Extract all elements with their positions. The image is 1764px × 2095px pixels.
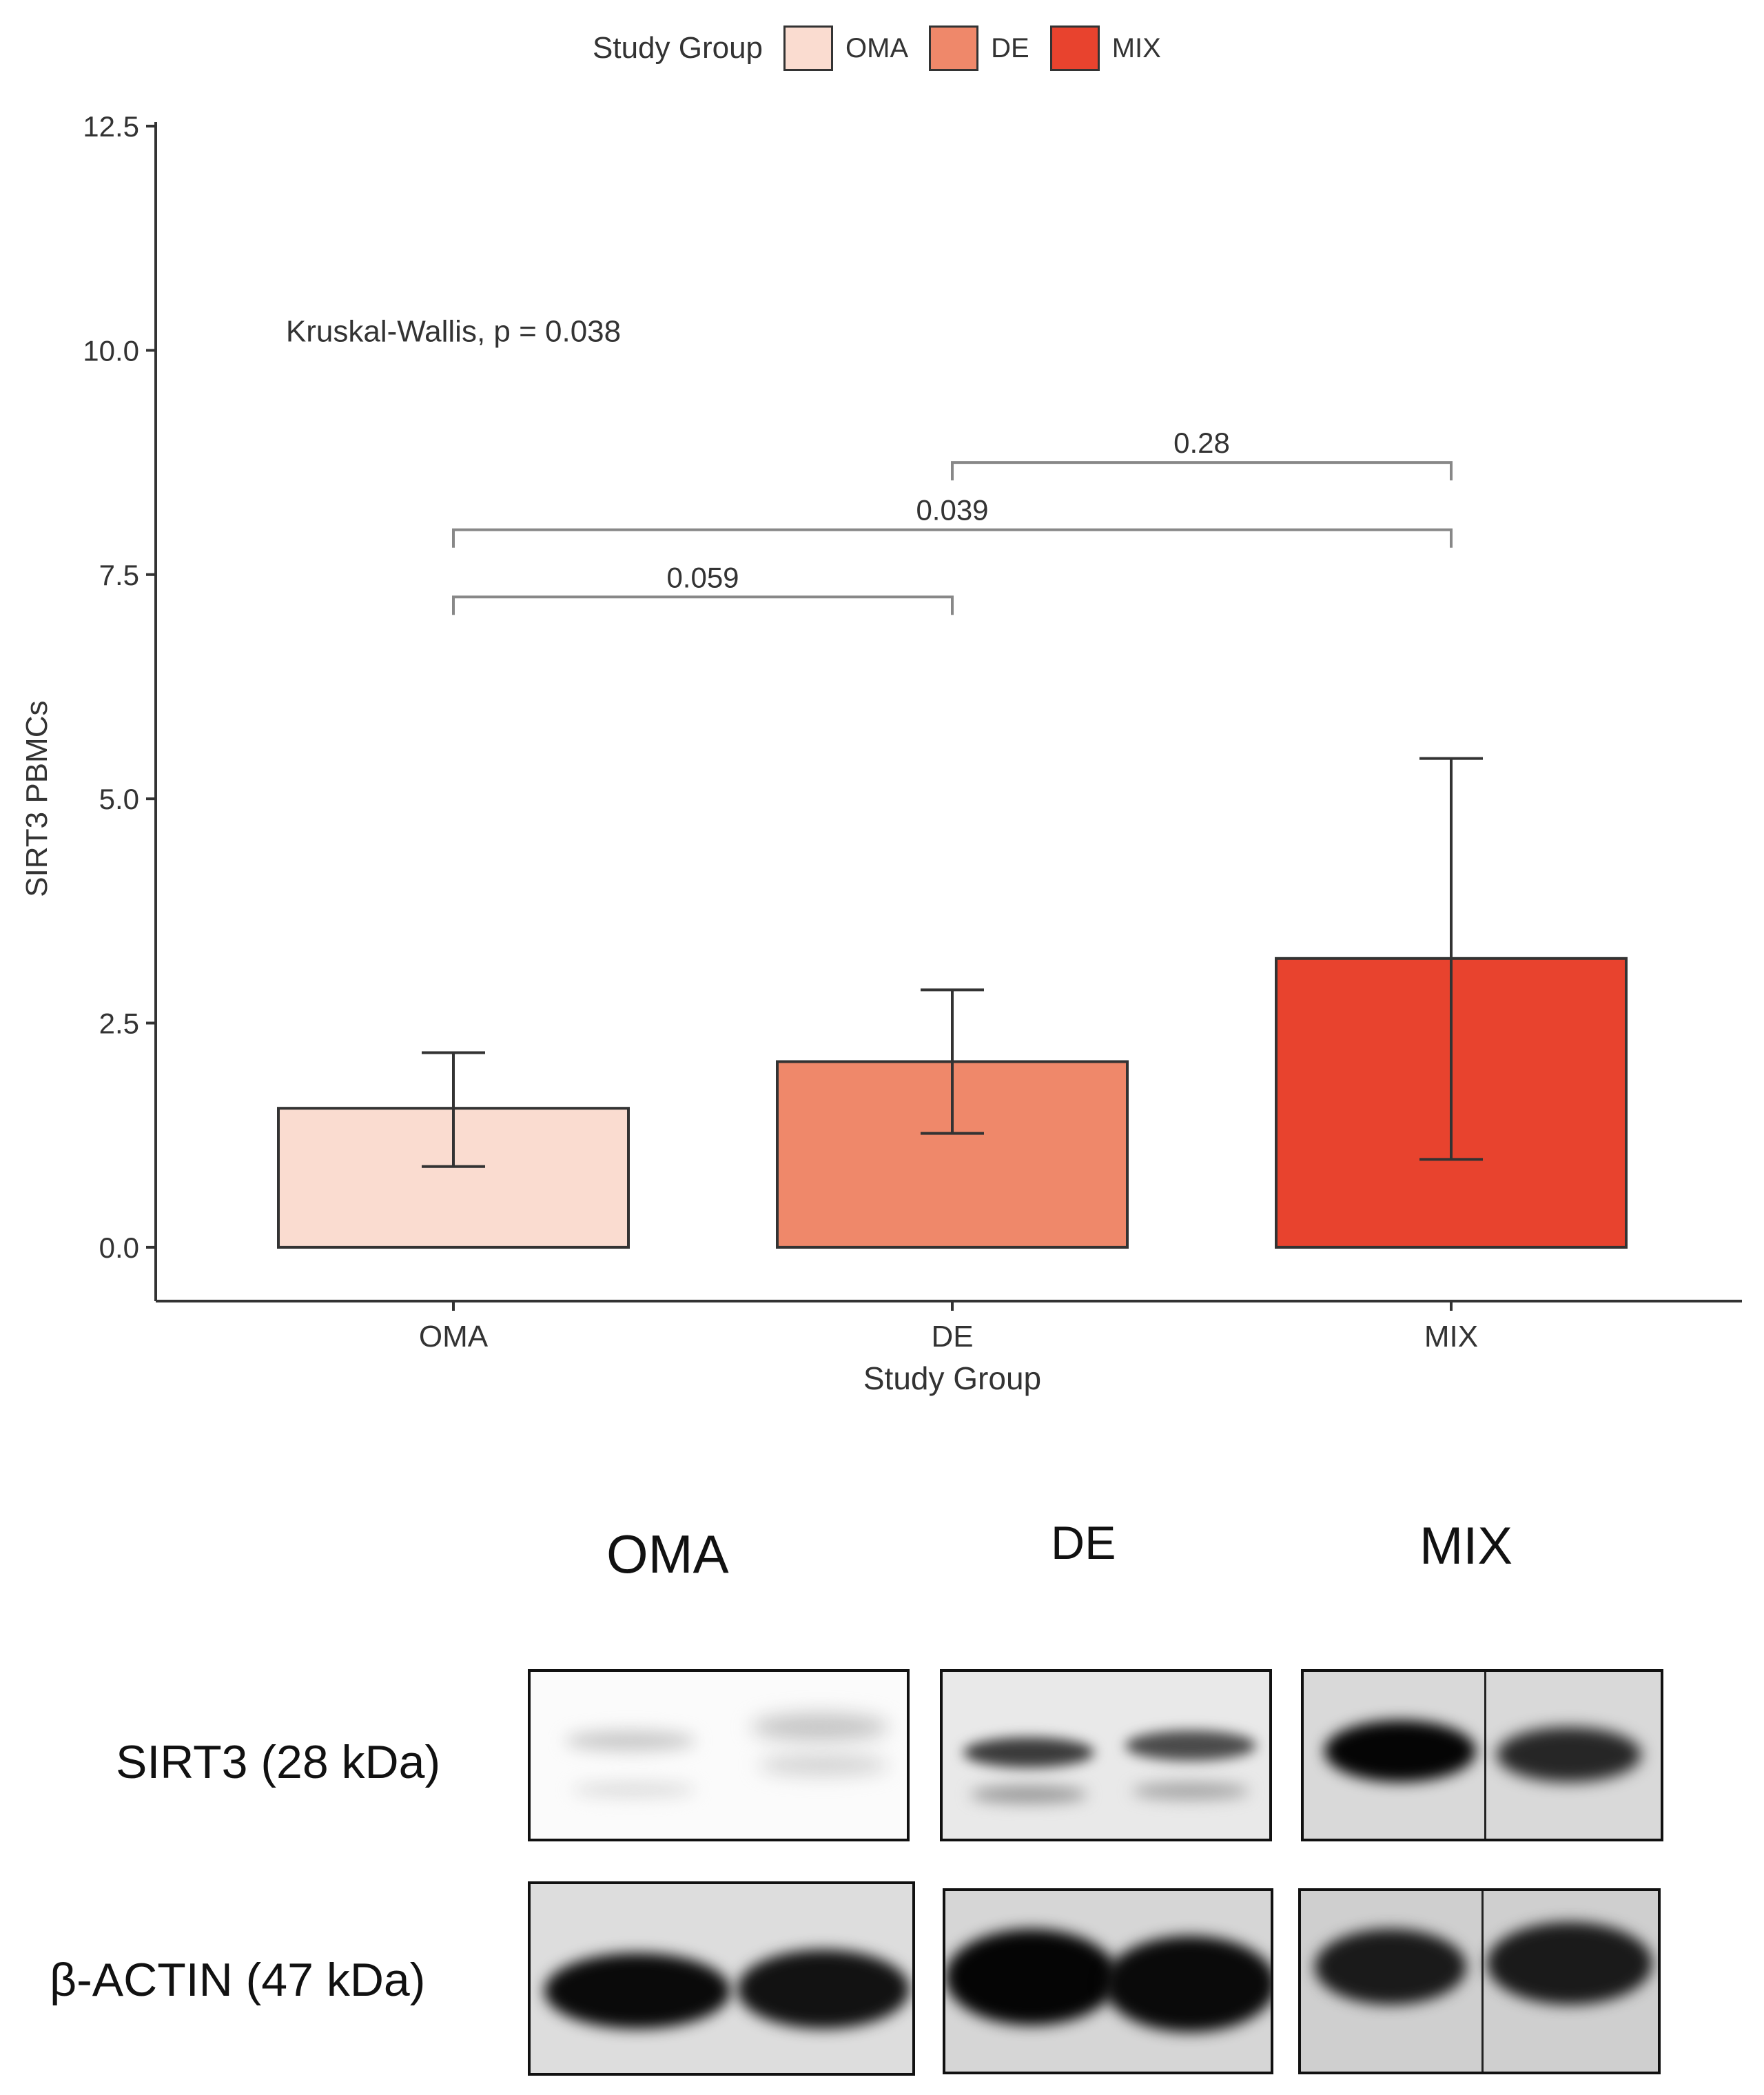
bracket-p-value: 0.28 [1173,427,1230,459]
legend-label-de: DE [991,32,1029,63]
blot-group-label-mix: MIX [1419,1517,1513,1575]
blot-band [758,1755,889,1775]
blot-panel-sirt3-oma [528,1669,910,1841]
x-tick-label: MIX [1424,1320,1478,1353]
blot-band [1497,1727,1641,1782]
legend-item-oma: OMA [783,25,908,71]
blot-row-label-actin: β-ACTIN (47 kDa) [50,1954,426,2006]
bar-chart: 0.0 2.5 5.0 7.5 10.0 12.5 OMA DE MIX Study Group S… [20,110,1742,1396]
blot-band [1315,1929,1466,2005]
blot-band [970,1786,1087,1803]
lane-divider [1481,1891,1484,2072]
legend: Study Group OMA DE MIX [593,21,1182,76]
x-axis-title: Study Group [863,1360,1041,1396]
blot-band [572,1782,696,1797]
blot-band [1132,1782,1249,1800]
blot-band [1487,1922,1652,2005]
bracket-p-value: 0.059 [666,561,739,593]
blot-panel-sirt3-mix [1301,1669,1663,1841]
y-tick-label: 2.5 [99,1008,139,1040]
blot-band [963,1737,1094,1768]
blot-panel-actin-mix [1298,1888,1661,2074]
legend-item-de: DE [929,25,1029,71]
bar-oma [277,1107,630,1249]
y-tick-label: 0.0 [99,1232,139,1264]
blot-panel-sirt3-de [940,1669,1272,1841]
significance-bracket [452,595,954,615]
y-tick-label: 7.5 [99,559,139,591]
significance-bracket [951,461,1453,481]
legend-swatch-oma [783,25,834,71]
blot-row-label-sirt3: SIRT3 (28 kDa) [116,1736,441,1788]
y-axis-title: SIRT3 PBMCs [20,701,54,897]
blot-panel-actin-oma [528,1881,915,2076]
bracket-p-value: 0.039 [916,494,988,527]
legend-swatch-de [929,25,979,71]
blot-band [945,1929,1118,2025]
y-tick-label: 5.0 [99,783,139,815]
legend-label-mix: MIX [1111,32,1161,63]
kruskal-wallis-annotation: Kruskal-Wallis, p = 0.038 [286,314,621,348]
blot-band [737,1950,910,2029]
legend-title: Study Group [593,31,763,65]
blot-band [544,1953,730,2029]
x-tick-label: OMA [419,1320,489,1353]
blot-band [565,1730,696,1751]
blot-group-label-oma: OMA [606,1524,729,1584]
legend-label-oma: OMA [845,32,909,63]
y-tick-label: 10.0 [83,334,139,367]
blot-band [1104,1936,1271,2032]
blot-band [1125,1730,1256,1761]
legend-swatch-mix [1049,25,1100,71]
significance-bracket [452,528,1453,548]
blot-panel-actin-de [943,1888,1273,2074]
y-tick-label: 12.5 [83,110,139,143]
lane-divider [1484,1672,1486,1839]
blot-band [1324,1720,1476,1782]
x-tick-label: DE [931,1320,973,1353]
legend-item-mix: MIX [1049,25,1161,71]
blot-group-label-de: DE [1051,1517,1116,1569]
blot-band [751,1713,889,1741]
